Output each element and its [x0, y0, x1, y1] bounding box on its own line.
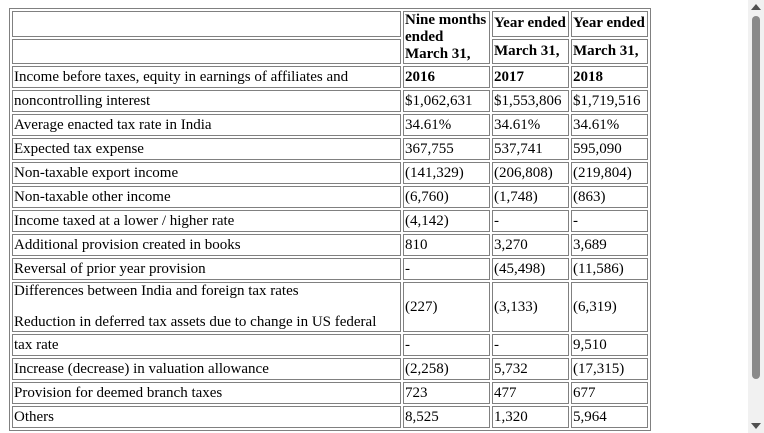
- row-label: tax rate: [12, 334, 401, 356]
- vertical-scrollbar[interactable]: [748, 0, 764, 433]
- row-value-2017: 34.61%: [492, 114, 569, 136]
- document-viewport: Nine months ended March 31, Year ended Y…: [9, 8, 651, 431]
- row-value-2017: -: [492, 334, 569, 356]
- header-col3-year: 2018: [571, 66, 648, 88]
- header-row-2: March 31, March 31,: [12, 38, 648, 64]
- row-label: Income taxed at a lower / higher rate: [12, 210, 401, 232]
- header-col1-line3: March 31,: [405, 46, 471, 62]
- row-label: Income before taxes, equity in earnings …: [12, 66, 401, 88]
- row-value-2016: -: [403, 258, 490, 280]
- row-value-2017: (3,133): [492, 282, 569, 332]
- row-value-2016: 34.61%: [403, 114, 490, 136]
- table-row: Income taxed at a lower / higher rate (4,…: [12, 210, 648, 232]
- table-row: Differences between India and foreign ta…: [12, 282, 648, 332]
- row-value-2018: 9,510: [571, 334, 648, 356]
- row-value-2017: -: [492, 210, 569, 232]
- row-label: noncontrolling interest: [12, 90, 401, 112]
- header-empty-cell: [12, 11, 401, 37]
- split-row-label-cell: Differences between India and foreign ta…: [12, 282, 401, 332]
- row-value-2018: $1,719,516: [571, 90, 648, 112]
- row-label: Non-taxable other income: [12, 186, 401, 208]
- header-col1-line2: ended: [405, 29, 444, 45]
- header-col3-line2: March 31,: [571, 38, 648, 64]
- row-label: Differences between India and foreign ta…: [14, 283, 299, 299]
- row-value-2018: 677: [571, 382, 648, 404]
- row-value-2018: 34.61%: [571, 114, 648, 136]
- row-value-2017: 5,732: [492, 358, 569, 380]
- table-row: Non-taxable other income (6,760) (1,748) (8…: [12, 186, 648, 208]
- table-row: Non-taxable export income (141,329) (206,8…: [12, 162, 648, 184]
- table-row: Others 8,525 1,320 5,964: [12, 406, 648, 428]
- row-label: Average enacted tax rate in India: [12, 114, 401, 136]
- row-value-2016: -: [403, 334, 490, 356]
- table-row: Provision for deemed branch taxes 723 477 6…: [12, 382, 648, 404]
- row-value-2018: 595,090: [571, 138, 648, 160]
- header-col2-line1: Year ended: [492, 11, 569, 37]
- table-row: Increase (decrease) in valuation allowan…: [12, 358, 648, 380]
- table-row: Expected tax expense 367,755 537,741 595,09…: [12, 138, 648, 160]
- header-col3-line1: Year ended: [571, 11, 648, 37]
- row-label: Non-taxable export income: [12, 162, 401, 184]
- row-label: Increase (decrease) in valuation allowan…: [12, 358, 401, 380]
- row-value-2017: 537,741: [492, 138, 569, 160]
- row-value-2017: 477: [492, 382, 569, 404]
- row-value-2018: (863): [571, 186, 648, 208]
- header-col2-year: 2017: [492, 66, 569, 88]
- table-row: Average enacted tax rate in India 34.61% 3…: [12, 114, 648, 136]
- row-label: Reversal of prior year provision: [12, 258, 401, 280]
- row-label: Provision for deemed branch taxes: [12, 382, 401, 404]
- header-col1-period: Nine months ended March 31,: [403, 11, 490, 64]
- row-value-2018: (11,586): [571, 258, 648, 280]
- row-label: Expected tax expense: [12, 138, 401, 160]
- header-col1-year: 2016: [403, 66, 490, 88]
- header-col1-line1: Nine months: [405, 12, 487, 28]
- row-value-2016: 723: [403, 382, 490, 404]
- row-value-2017: $1,553,806: [492, 90, 569, 112]
- row-value-2017: (206,808): [492, 162, 569, 184]
- row-value-2018: -: [571, 210, 648, 232]
- row-value-2016: (4,142): [403, 210, 490, 232]
- row-value-2017: (1,748): [492, 186, 569, 208]
- tax-reconciliation-table: Nine months ended March 31, Year ended Y…: [9, 8, 651, 431]
- row-value-2016: 367,755: [403, 138, 490, 160]
- header-col2-line2: March 31,: [492, 38, 569, 64]
- table-row: Additional provision created in books 810…: [12, 234, 648, 256]
- row-label: Others: [12, 406, 401, 428]
- table-row: Income before taxes, equity in earnings …: [12, 66, 648, 88]
- header-empty-cell: [12, 38, 401, 64]
- table-row: tax rate - -9,510: [12, 334, 648, 356]
- header-row-1: Nine months ended March 31, Year ended Y…: [12, 11, 648, 64]
- row-label: Additional provision created in books: [12, 234, 401, 256]
- scroll-down-arrow-icon[interactable]: [751, 423, 761, 429]
- row-value-2018: 5,964: [571, 406, 648, 428]
- row-value-2016: $1,062,631: [403, 90, 490, 112]
- row-value-2018: (17,315): [571, 358, 648, 380]
- row-value-2016: 810: [403, 234, 490, 256]
- scroll-up-arrow-icon[interactable]: [751, 4, 761, 10]
- row-value-2016: (2,258): [403, 358, 490, 380]
- row-value-2016: 8,525: [403, 406, 490, 428]
- row-value-2016: (141,329): [403, 162, 490, 184]
- row-value-2016: (227): [403, 282, 490, 332]
- row-value-2016: (6,760): [403, 186, 490, 208]
- row-value-2017: 3,270: [492, 234, 569, 256]
- scrollbar-thumb[interactable]: [752, 16, 760, 379]
- row-value-2018: (6,319): [571, 282, 648, 332]
- table-row: Reversal of prior year provision - (45,498…: [12, 258, 648, 280]
- row-label: Reduction in deferred tax assets due to …: [14, 314, 377, 330]
- row-value-2018: (219,804): [571, 162, 648, 184]
- row-value-2017: 1,320: [492, 406, 569, 428]
- table-row: noncontrolling interest $1,062,631 $1,553,…: [12, 90, 648, 112]
- row-value-2018: 3,689: [571, 234, 648, 256]
- row-value-2017: (45,498): [492, 258, 569, 280]
